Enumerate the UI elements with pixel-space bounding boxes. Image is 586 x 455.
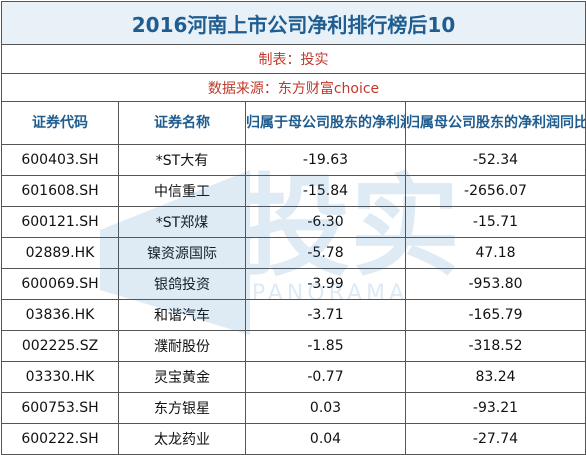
- cell-code: 600403.SH: [1, 144, 119, 176]
- table-row: 600403.SH *ST大有 -19.63 -52.34: [1, 144, 586, 176]
- table-row: 03330.HK 灵宝黄金 -0.77 83.24: [1, 361, 586, 393]
- header-growth: 归属母公司股东的净利润同比增长率（%）: [405, 101, 586, 145]
- cell-name: *ST大有: [118, 144, 246, 176]
- table-row: 600222.SH 太龙药业 0.04 -27.74: [1, 423, 586, 455]
- cell-name: 和谐汽车: [118, 299, 246, 331]
- table-row: 601608.SH 中信重工 -15.84 -2656.07: [1, 175, 586, 207]
- title-row: 2016河南上市公司净利排行榜后10: [1, 1, 586, 45]
- cell-code: 600069.SH: [1, 268, 119, 300]
- cell-profit: -3.99: [245, 268, 406, 300]
- cell-growth: -953.80: [405, 268, 586, 300]
- cell-profit: -15.84: [245, 175, 406, 207]
- table-maker: 制表：投实: [1, 44, 586, 74]
- cell-code: 03330.HK: [1, 361, 119, 393]
- cell-profit: 0.03: [245, 392, 406, 424]
- header-row: 证券代码 证券名称 归属于母公司股东的净利润（亿元） 归属母公司股东的净利润同比…: [1, 101, 586, 145]
- cell-name: 中信重工: [118, 175, 246, 207]
- cell-profit: -6.30: [245, 206, 406, 238]
- cell-growth: -165.79: [405, 299, 586, 331]
- cell-profit: -0.77: [245, 361, 406, 393]
- table-row: 600121.SH *ST郑煤 -6.30 -15.71: [1, 206, 586, 238]
- cell-profit: -1.85: [245, 330, 406, 362]
- cell-code: 600753.SH: [1, 392, 119, 424]
- table-row: 002225.SZ 濮耐股份 -1.85 -318.52: [1, 330, 586, 362]
- cell-name: 东方银星: [118, 392, 246, 424]
- table-row: 02889.HK 镍资源国际 -5.78 47.18: [1, 237, 586, 269]
- cell-name: 濮耐股份: [118, 330, 246, 362]
- cell-growth: -52.34: [405, 144, 586, 176]
- cell-growth: -27.74: [405, 423, 586, 455]
- cell-growth: -2656.07: [405, 175, 586, 207]
- table-title: 2016河南上市公司净利排行榜后10: [1, 1, 586, 45]
- source-row: 数据来源：东方财富choice: [1, 73, 586, 102]
- header-profit: 归属于母公司股东的净利润（亿元）: [245, 101, 406, 145]
- cell-growth: 47.18: [405, 237, 586, 269]
- cell-growth: -15.71: [405, 206, 586, 238]
- cell-code: 02889.HK: [1, 237, 119, 269]
- cell-name: 灵宝黄金: [118, 361, 246, 393]
- cell-name: 银鸽投资: [118, 268, 246, 300]
- data-source: 数据来源：东方财富choice: [1, 73, 586, 102]
- cell-code: 601608.SH: [1, 175, 119, 207]
- cell-profit: -3.71: [245, 299, 406, 331]
- maker-row: 制表：投实: [1, 44, 586, 74]
- table-row: 600069.SH 银鸽投资 -3.99 -953.80: [1, 268, 586, 300]
- cell-profit: 0.04: [245, 423, 406, 455]
- cell-growth: -93.21: [405, 392, 586, 424]
- cell-code: 600222.SH: [1, 423, 119, 455]
- header-code: 证券代码: [1, 101, 119, 145]
- cell-growth: -318.52: [405, 330, 586, 362]
- table-row: 03836.HK 和谐汽车 -3.71 -165.79: [1, 299, 586, 331]
- header-name: 证券名称: [118, 101, 246, 145]
- cell-code: 600121.SH: [1, 206, 119, 238]
- cell-growth: 83.24: [405, 361, 586, 393]
- cell-name: *ST郑煤: [118, 206, 246, 238]
- cell-profit: -19.63: [245, 144, 406, 176]
- cell-profit: -5.78: [245, 237, 406, 269]
- cell-name: 太龙药业: [118, 423, 246, 455]
- cell-name: 镍资源国际: [118, 237, 246, 269]
- table-row: 600753.SH 东方银星 0.03 -93.21: [1, 392, 586, 424]
- cell-code: 03836.HK: [1, 299, 119, 331]
- cell-code: 002225.SZ: [1, 330, 119, 362]
